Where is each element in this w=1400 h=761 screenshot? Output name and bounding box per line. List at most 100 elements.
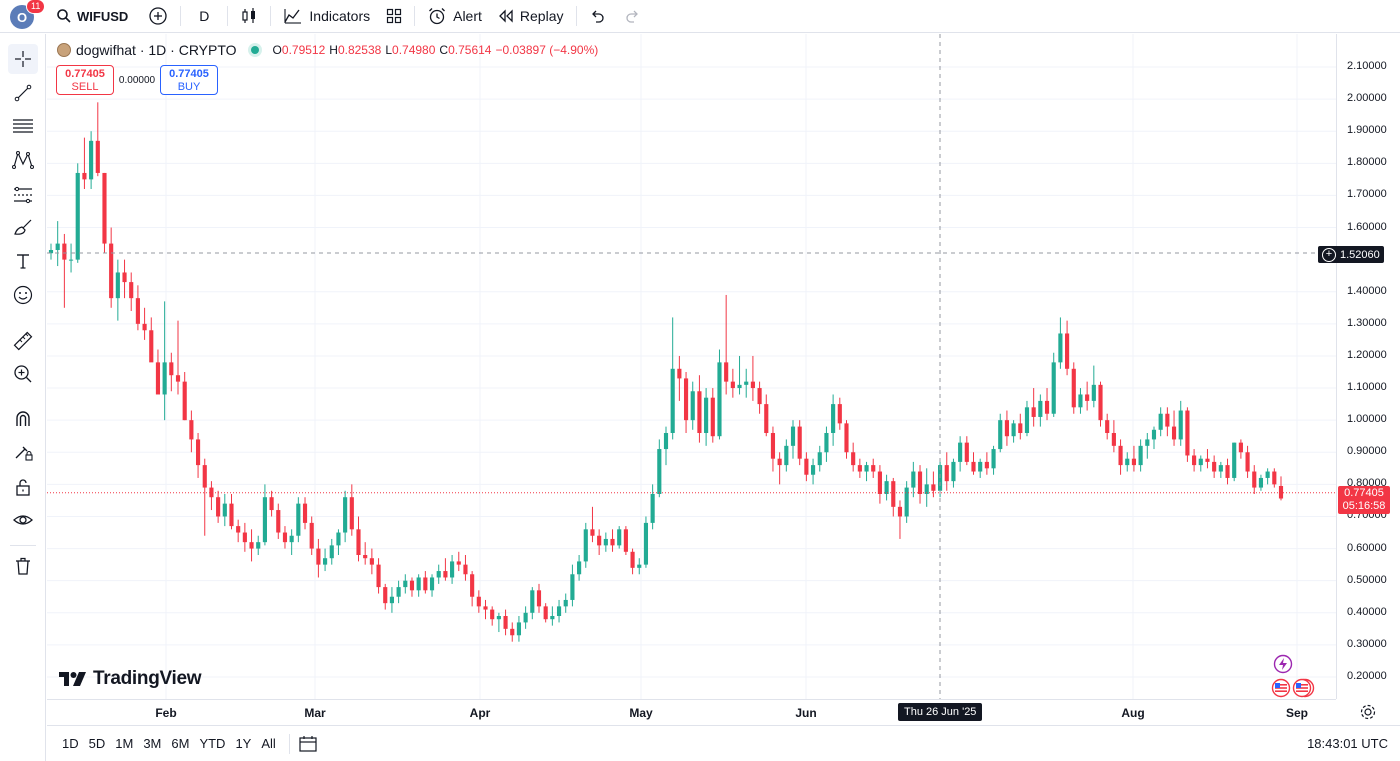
candle-down xyxy=(543,606,548,620)
time-axis[interactable]: Thu 26 Jun '25 Feb Mar Apr May Jun Aug Sep xyxy=(47,699,1336,725)
lock-drawing-mode-tool[interactable] xyxy=(8,438,38,468)
indicators-button[interactable]: Indicators xyxy=(277,2,376,30)
hide-drawings-tool[interactable] xyxy=(8,505,38,535)
candle-up xyxy=(978,461,983,472)
candle-up xyxy=(1258,477,1264,488)
range-1m[interactable]: 1M xyxy=(115,736,134,751)
economic-events-button[interactable] xyxy=(1271,678,1315,699)
range-3m[interactable]: 3M xyxy=(143,736,162,751)
divider xyxy=(10,545,36,546)
go-to-date-button[interactable] xyxy=(298,735,318,753)
range-ytd[interactable]: YTD xyxy=(199,736,226,751)
news-flash-button[interactable] xyxy=(1273,654,1293,679)
add-alert-icon[interactable]: + xyxy=(1322,247,1336,262)
candle-down xyxy=(871,465,876,472)
crosshair-price-value: 1.52060 xyxy=(1340,248,1380,261)
calendar-icon xyxy=(299,735,317,752)
candle-up xyxy=(1091,384,1096,401)
candle-up xyxy=(810,465,816,475)
divider xyxy=(575,6,577,26)
chart-settings-button[interactable] xyxy=(1359,703,1377,726)
undo-button[interactable] xyxy=(583,2,611,30)
price-axis[interactable]: 2.10000 2.00000 1.90000 1.80000 1.70000 1.600… xyxy=(1336,34,1400,699)
chart-pane[interactable]: dogwifhat · 1D · CRYPTO O0.79512 H0.8253… xyxy=(47,34,1336,699)
chart-type-button[interactable] xyxy=(234,2,264,30)
candle-down xyxy=(242,532,247,543)
candle-up xyxy=(817,452,822,466)
sell-button[interactable]: 0.77405 SELL xyxy=(56,65,114,95)
candle-up xyxy=(75,172,80,260)
zoom-tool[interactable] xyxy=(8,359,38,389)
candle-down xyxy=(490,609,495,620)
tradingview-watermark[interactable]: TradingView xyxy=(59,668,202,690)
price-tick-label: 0.40000 xyxy=(1347,605,1387,618)
rewind-icon xyxy=(498,9,513,23)
gear-icon xyxy=(1360,704,1376,720)
ohlc-open-value: 0.79512 xyxy=(281,43,326,57)
trend-line-tool[interactable] xyxy=(8,78,38,108)
magnet-tool[interactable] xyxy=(8,404,38,434)
candle-up xyxy=(643,522,649,565)
range-5d[interactable]: 5D xyxy=(88,736,106,751)
market-status-icon[interactable] xyxy=(250,46,259,54)
grid-icon xyxy=(387,8,402,24)
redo-button[interactable] xyxy=(619,2,647,30)
candle-down xyxy=(971,461,976,472)
symbol-search-button[interactable]: WIFUSD xyxy=(50,2,134,30)
measure-tool[interactable] xyxy=(8,326,38,356)
fib-tool[interactable] xyxy=(8,111,38,141)
range-6m[interactable]: 6M xyxy=(171,736,190,751)
crosshair-tool[interactable] xyxy=(8,44,38,74)
legend-title: dogwifhat · 1D · CRYPTO xyxy=(76,42,237,58)
candle-down xyxy=(409,580,415,591)
emoji-tool[interactable] xyxy=(8,280,38,310)
candle-down xyxy=(677,368,682,379)
candle-down xyxy=(844,423,849,453)
candle-up xyxy=(55,243,60,250)
remove-drawings-tool[interactable] xyxy=(8,551,38,581)
candle-down xyxy=(730,381,735,389)
price-tick-label: 1.80000 xyxy=(1347,156,1387,169)
interval-button[interactable]: D xyxy=(199,8,210,24)
crosshair-price-label[interactable]: + 1.52060 xyxy=(1318,246,1384,263)
bottom-toolbar: 1D 5D 1M 3M 6M YTD 1Y All 18:43:01 UTC xyxy=(47,725,1400,761)
replay-button[interactable]: Replay xyxy=(492,2,570,30)
candle-down xyxy=(536,590,542,607)
alert-button[interactable]: Alert xyxy=(421,2,488,30)
account-avatar[interactable]: O 11 xyxy=(10,0,46,29)
candle-up xyxy=(1078,394,1083,408)
time-tick-label: Apr xyxy=(469,706,491,720)
range-1d[interactable]: 1D xyxy=(62,736,79,751)
candle-down xyxy=(891,481,896,507)
candle-up xyxy=(650,494,655,523)
pattern-tool[interactable] xyxy=(8,145,38,175)
crosshair-icon xyxy=(15,51,31,67)
range-all[interactable]: All xyxy=(261,736,276,751)
buy-button[interactable]: 0.77405 BUY xyxy=(160,65,218,95)
ohlc-high-label: H xyxy=(329,43,338,57)
candle-down xyxy=(236,526,241,533)
candle-down xyxy=(175,375,181,382)
candle-down xyxy=(1098,384,1103,421)
utc-clock[interactable]: 18:43:01 UTC xyxy=(1307,736,1388,751)
candle-down xyxy=(216,497,221,517)
candle-down xyxy=(590,529,595,536)
forecast-tool[interactable] xyxy=(8,179,38,209)
candle-up xyxy=(884,481,889,494)
candle-down xyxy=(1018,423,1023,433)
candle-up xyxy=(924,484,929,494)
compare-symbol-button[interactable] xyxy=(142,2,174,30)
layouts-button[interactable] xyxy=(380,2,408,30)
candle-up xyxy=(1051,362,1056,414)
candle-down xyxy=(503,616,508,629)
text-tool[interactable] xyxy=(8,246,38,276)
candle-down xyxy=(1272,471,1277,485)
indicators-label: Indicators xyxy=(309,8,371,24)
candle-up xyxy=(550,616,555,620)
candle-down xyxy=(770,433,776,459)
candle-down xyxy=(369,558,374,565)
candle-down xyxy=(764,404,769,433)
brush-tool[interactable] xyxy=(8,213,38,243)
range-1y[interactable]: 1Y xyxy=(235,736,252,751)
lock-drawings-tool[interactable] xyxy=(8,472,38,502)
